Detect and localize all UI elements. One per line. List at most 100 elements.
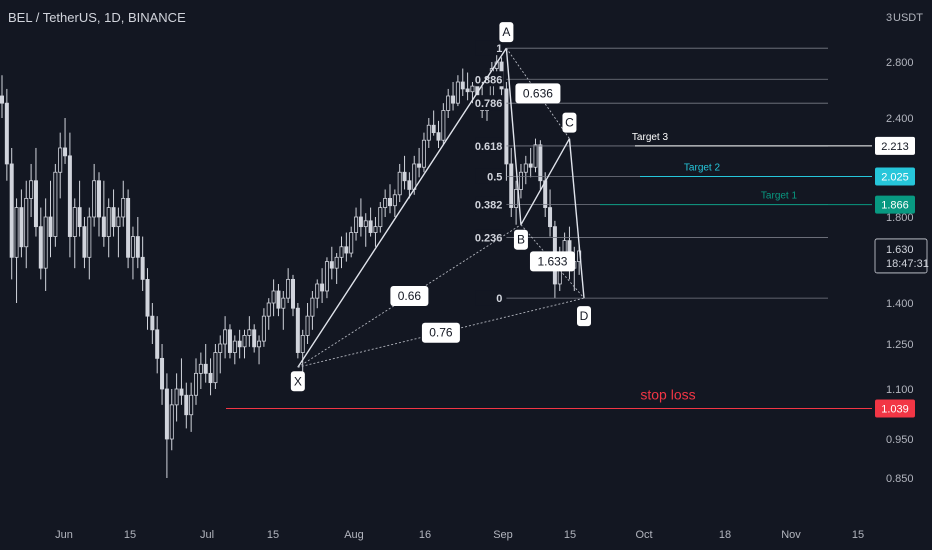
candle-body — [164, 388, 169, 440]
candle-body — [436, 132, 441, 141]
pattern-point-label: A — [502, 25, 510, 39]
candle-body — [24, 197, 29, 248]
candle-body — [111, 207, 116, 228]
candle-body — [329, 261, 334, 269]
candle-body — [198, 363, 203, 374]
price-tag — [875, 136, 915, 155]
fib-level-label: 1 — [496, 43, 502, 55]
candle-body — [261, 315, 266, 342]
pattern-point-label: C — [565, 116, 574, 130]
candle-body — [53, 171, 58, 237]
time-tick-label: Oct — [635, 529, 652, 541]
price-tag — [875, 167, 915, 186]
candle-body — [179, 388, 184, 396]
candle-body — [363, 220, 368, 228]
price-tick-label: 0.950 — [886, 434, 914, 446]
candle-body — [533, 144, 538, 168]
candle-body — [504, 88, 509, 165]
price-tag-label: 2.213 — [881, 141, 909, 153]
pattern-point-box — [290, 371, 305, 392]
candle-body — [19, 207, 24, 248]
candle-body — [33, 180, 38, 228]
fib-label-bg — [475, 196, 504, 212]
candle-body — [169, 404, 174, 440]
current-price-label: 1.630 — [886, 244, 914, 256]
candle-body — [315, 283, 320, 299]
current-price-tag — [874, 238, 928, 274]
pattern-point-box — [577, 306, 591, 327]
candle-body — [242, 335, 247, 348]
time-tick-label: Aug — [344, 529, 364, 541]
price-axis: 2.800 2.400 1.800 1.400 1.250 1.100 0.950 0.850… — [872, 0, 932, 520]
candle-body — [354, 216, 359, 233]
price-tag — [875, 399, 915, 418]
candle-body — [378, 207, 383, 228]
candle-body — [135, 236, 140, 258]
candle-body — [155, 329, 160, 359]
candle-body — [145, 278, 150, 317]
fib-label-bg — [475, 40, 504, 56]
candle-body — [77, 207, 82, 228]
candle-body — [121, 197, 126, 218]
target-label: Target 3 — [632, 132, 669, 143]
candle-body — [193, 372, 198, 396]
fib-level-label: 0.5 — [487, 171, 502, 183]
candle-body — [451, 95, 456, 104]
candle-body — [97, 180, 102, 218]
time-tick-label: Sep — [493, 529, 513, 541]
time-tick-label: 18 — [719, 529, 731, 541]
candle-body — [4, 102, 9, 165]
time-tick-label: 15 — [852, 529, 864, 541]
candle-body — [237, 340, 242, 348]
ratio-label-box — [529, 251, 575, 272]
candle-body — [48, 216, 53, 237]
fib-label-bg — [475, 168, 504, 184]
ratio-label: 1.633 — [537, 254, 567, 268]
candle-body — [446, 95, 451, 111]
fib-label-bg — [475, 95, 504, 111]
time-tick-label: 16 — [419, 529, 431, 541]
fib-label-bg — [475, 290, 504, 306]
candle-body — [455, 81, 460, 104]
candle-body — [441, 110, 446, 141]
fib-retracement: 1 0.886 0.786 0.618 0.5 0.382 0.236 0 — [475, 40, 828, 306]
time-axis-bg — [0, 520, 932, 550]
pattern-point-label: B — [517, 233, 525, 247]
candle-body — [310, 297, 315, 317]
pattern-leg — [568, 138, 585, 299]
fib-label-bg — [475, 229, 504, 245]
candle-body — [87, 216, 92, 258]
candle-body — [387, 197, 392, 207]
candle-body — [213, 352, 218, 384]
fib-level-label: 0.236 — [475, 233, 503, 245]
candle-body — [538, 144, 543, 182]
countdown-label: 18:47:31 — [886, 258, 929, 270]
pattern-ratio-line — [297, 297, 585, 368]
candle-body — [150, 315, 155, 331]
candle-body — [392, 194, 397, 207]
candle-body — [397, 171, 402, 196]
candle-body — [426, 124, 431, 141]
candle-body — [130, 236, 135, 258]
targets: Target 3 Target 2 Target 1 — [600, 132, 872, 206]
pattern-leg — [297, 47, 507, 368]
ratio-label-box — [515, 83, 561, 104]
chart-title: BEL / TetherUS, 1D, BINANCE — [8, 10, 186, 25]
price-tick-label: 1.800 — [886, 212, 914, 224]
price-tick-label: 2.800 — [886, 57, 914, 69]
candle-body — [208, 372, 213, 384]
candle-body — [460, 81, 465, 90]
pattern-point-box — [513, 229, 528, 250]
candle-body — [218, 343, 223, 353]
time-tick-label: 15 — [267, 529, 279, 541]
candle-body — [421, 139, 426, 168]
candle-body — [174, 388, 179, 406]
candle-body — [14, 207, 19, 258]
candle-body — [63, 147, 68, 157]
candle-body — [281, 297, 286, 309]
candle-body — [373, 226, 378, 233]
candle-body — [339, 246, 344, 258]
time-tick-label: Jul — [200, 529, 214, 541]
price-tick-label: 1.400 — [886, 298, 914, 310]
